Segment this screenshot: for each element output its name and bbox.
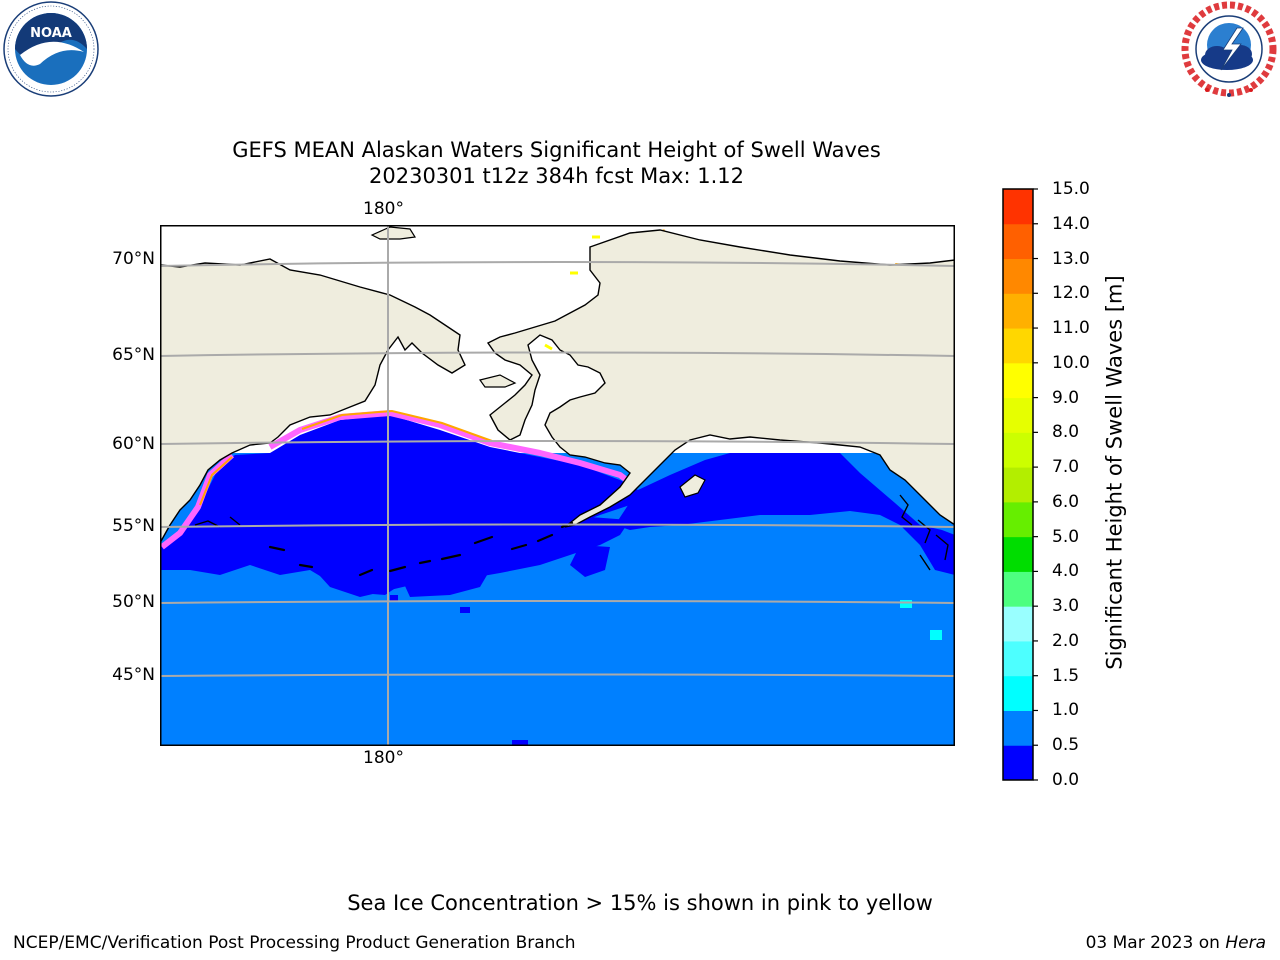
colorbar <box>1002 188 1038 781</box>
host-name: Hera <box>1225 933 1266 953</box>
colorbar-segment <box>1003 258 1033 294</box>
colorbar-segment <box>1003 189 1033 225</box>
lat-label: 65°N <box>112 345 155 365</box>
lat-label: 45°N <box>112 665 155 685</box>
lon-label-top: 180° <box>363 199 404 219</box>
colorbar-tick-label: 1.5 <box>1052 665 1080 686</box>
colorbar-segment <box>1003 467 1033 503</box>
generation-date-text: 03 Mar 2023 on <box>1085 933 1226 953</box>
colorbar-tick-label: 0.5 <box>1052 735 1080 756</box>
colorbar-tick-label: 12.0 <box>1052 283 1090 304</box>
south-aleutian-patches <box>350 545 610 597</box>
colorbar-segment <box>1003 745 1033 781</box>
kamchatka-islands <box>194 516 241 528</box>
colorbar-tick-label: 1.0 <box>1052 700 1080 721</box>
colorbar-segment <box>1003 536 1033 572</box>
lat-label: 70°N <box>112 249 155 269</box>
colorbar-tick-label: 5.0 <box>1052 526 1080 547</box>
chart-subtitle: 20230301 t12z 384h fcst Max: 1.12 <box>369 164 744 188</box>
lat-label: 55°N <box>112 516 155 536</box>
graticule <box>160 225 955 746</box>
colorbar-tick-label: 11.0 <box>1052 318 1090 339</box>
colorbar-segment <box>1003 432 1033 468</box>
st-lawrence-island <box>478 374 517 388</box>
colorbar-tick-label: 8.0 <box>1052 422 1080 443</box>
sea-ice-note: Sea Ice Concentration > 15% is shown in … <box>347 891 933 915</box>
colorbar-tick-label: 9.0 <box>1052 387 1080 408</box>
colorbar-tick-label: 6.0 <box>1052 491 1080 512</box>
colorbar-segment <box>1003 606 1033 642</box>
map-panel <box>160 225 955 746</box>
colorbar-segment <box>1003 571 1033 607</box>
lon-label-bottom: 180° <box>363 748 404 768</box>
lat-label: 50°N <box>112 592 155 612</box>
colorbar-tick-label: 0.0 <box>1052 770 1080 790</box>
colorbar-segment <box>1003 710 1033 746</box>
land-alaska <box>486 229 955 528</box>
se-alaska-coast-islands <box>899 494 949 571</box>
producer-credit: NCEP/EMC/Verification Post Processing Pr… <box>13 933 576 953</box>
colorbar-segment <box>1003 397 1033 433</box>
kodiak-island <box>679 474 706 498</box>
noaa-logo-text: NOAA <box>30 26 72 41</box>
colorbar-segment <box>1003 640 1033 677</box>
colorbar-tick-label: 13.0 <box>1052 248 1090 269</box>
colorbar-tick-label: 15.0 <box>1052 179 1090 199</box>
colorbar-segment <box>1003 293 1033 329</box>
colorbar-segment <box>1003 675 1033 711</box>
colorbar-tick-label: 7.0 <box>1052 457 1080 478</box>
wrangel-island <box>370 226 417 240</box>
nws-logo <box>1181 1 1277 97</box>
colorbar-frame <box>1002 188 1034 781</box>
colorbar-title: Significant Height of Swell Waves [m] <box>1102 275 1127 670</box>
chart-title: GEFS MEAN Alaskan Waters Significant Hei… <box>232 138 881 162</box>
colorbar-tick-label: 3.0 <box>1052 596 1080 617</box>
colorbar-segment <box>1003 501 1033 538</box>
colorbar-segment <box>1003 362 1033 399</box>
colorbar-segment <box>1003 328 1033 364</box>
colorbar-tick-label: 2.0 <box>1052 630 1080 651</box>
colorbar-segment <box>1003 223 1033 260</box>
noaa-logo: NOAA <box>3 1 99 97</box>
colorbar-tick-label: 10.0 <box>1052 352 1090 373</box>
colorbar-tick-label: 4.0 <box>1052 561 1080 582</box>
generation-date: 03 Mar 2023 on Hera <box>1086 932 1266 954</box>
map-frame <box>160 225 955 746</box>
lat-label: 60°N <box>112 434 155 454</box>
colorbar-tick-label: 14.0 <box>1052 213 1090 234</box>
